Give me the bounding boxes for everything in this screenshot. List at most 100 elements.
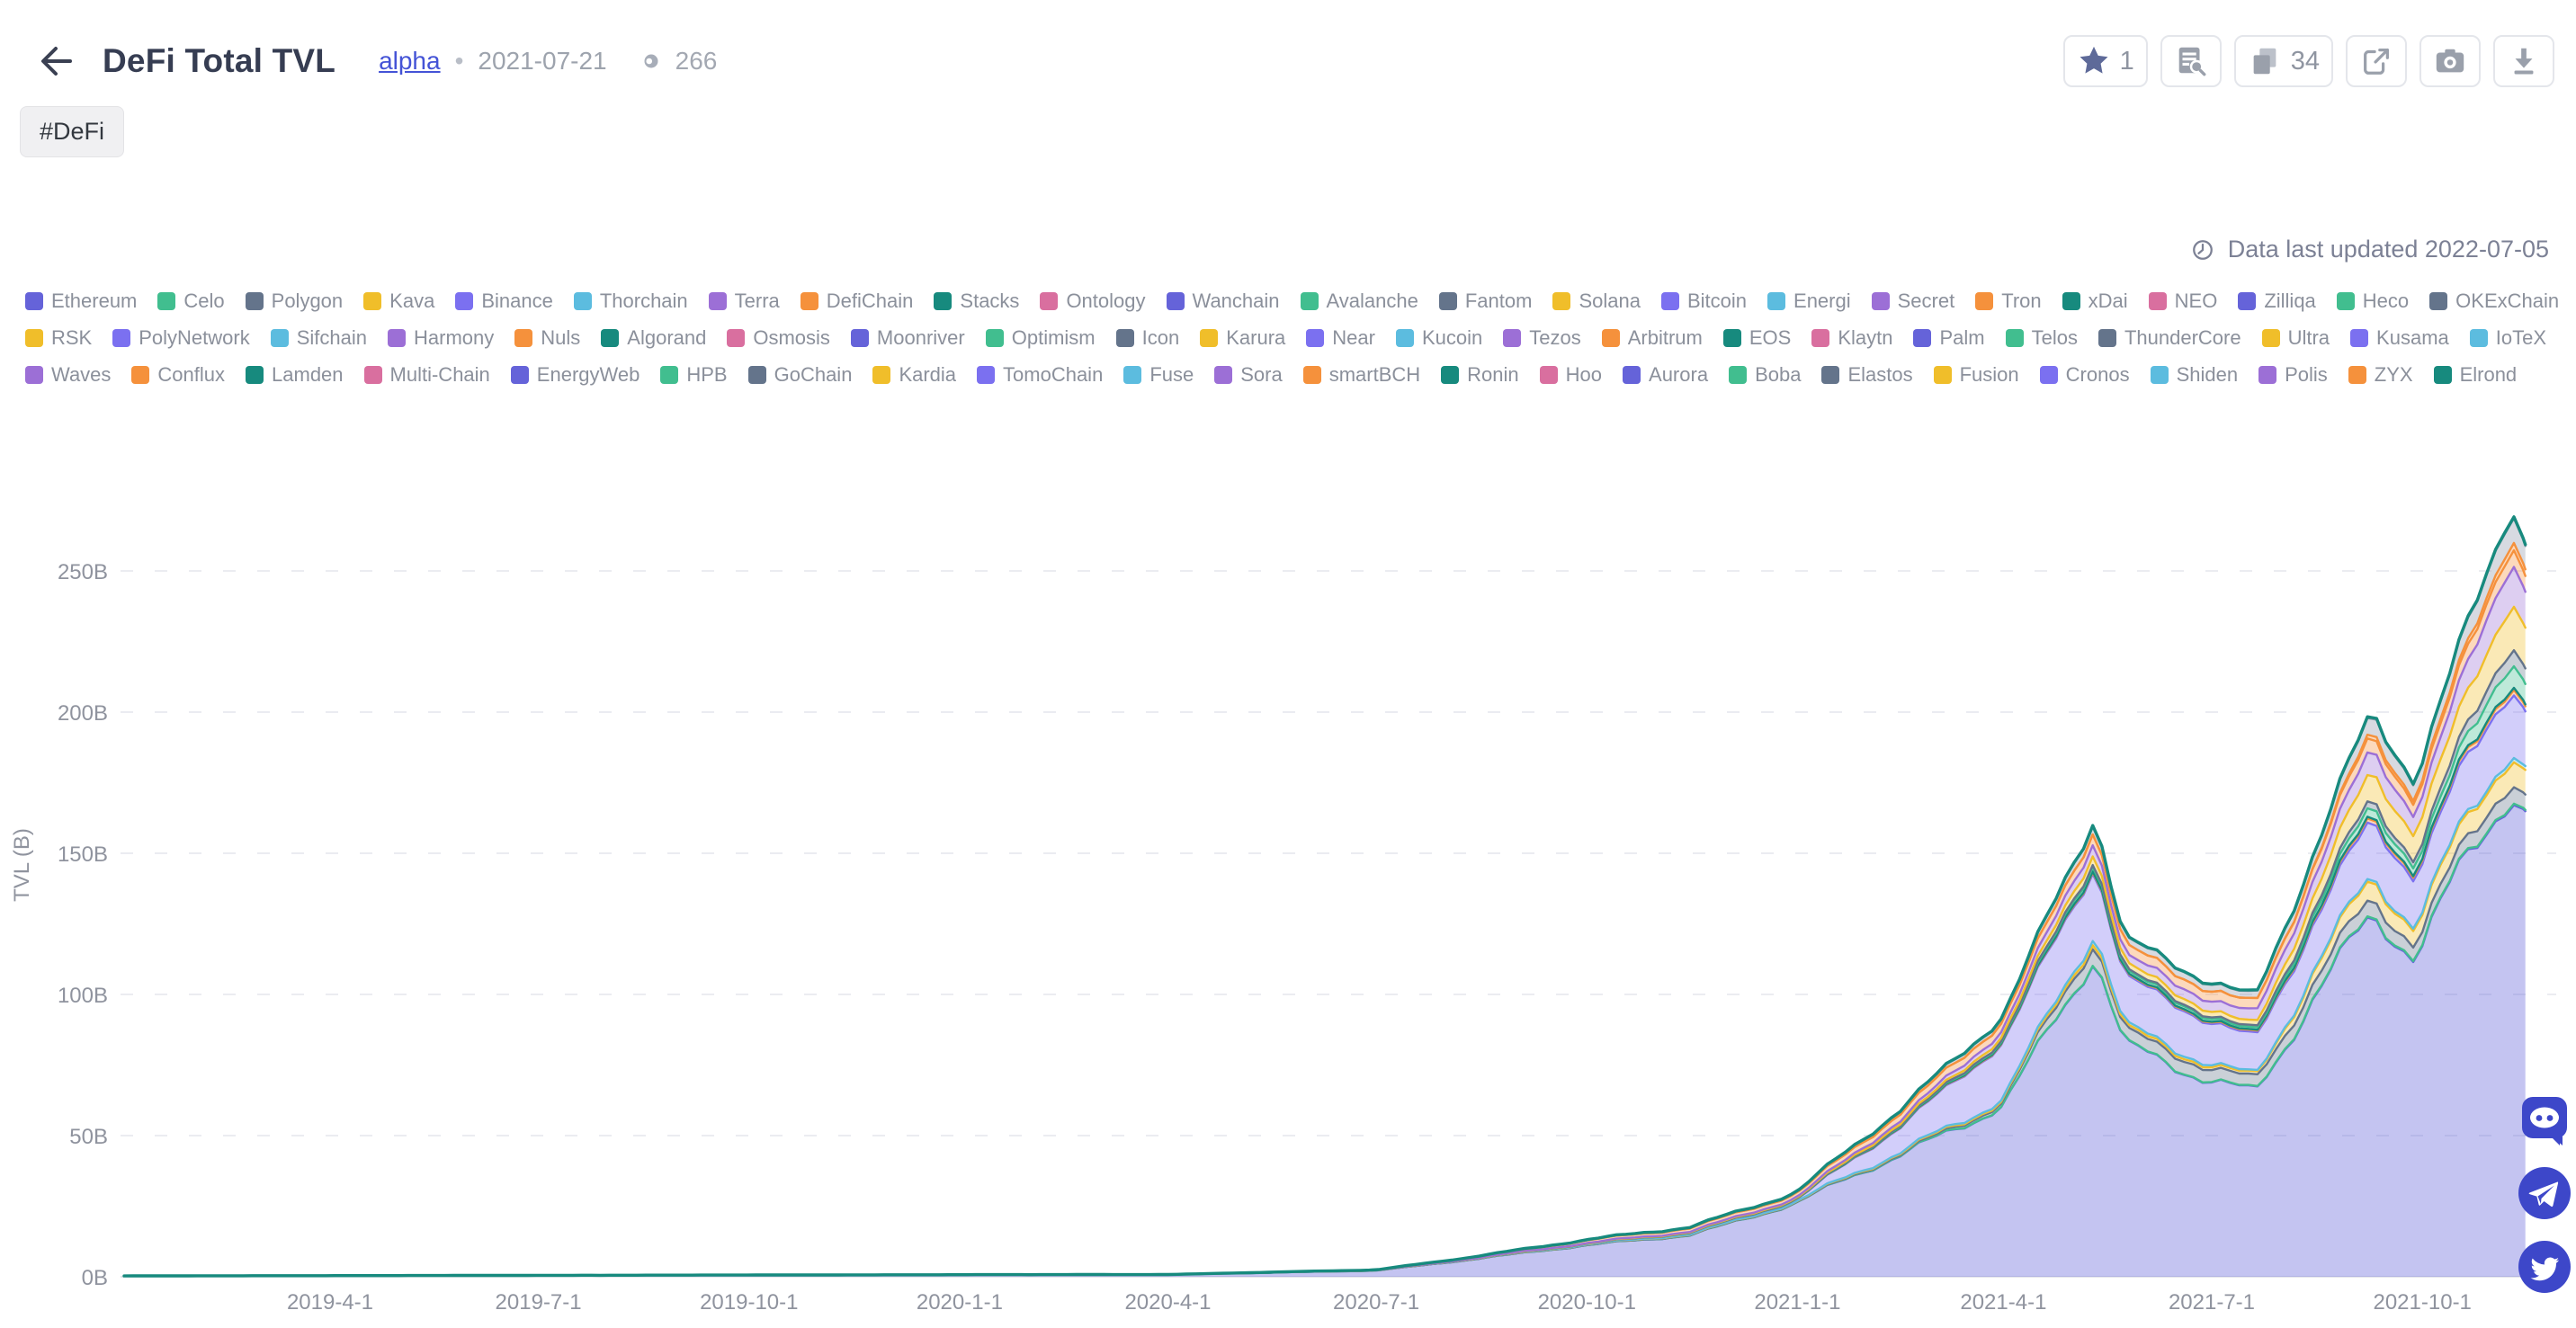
- legend-item-iotex[interactable]: IoTeX: [2469, 326, 2546, 350]
- legend-item-energyweb[interactable]: EnergyWeb: [510, 363, 640, 387]
- screenshot-button[interactable]: [2419, 35, 2481, 87]
- legend-swatch: [601, 329, 620, 347]
- legend-item-celo[interactable]: Celo: [157, 290, 225, 313]
- legend-item-kucoin[interactable]: Kucoin: [1395, 326, 1483, 350]
- legend-item-hoo[interactable]: Hoo: [1539, 363, 1602, 387]
- legend-item-hpb[interactable]: HPB: [660, 363, 728, 387]
- legend-item-ontology[interactable]: Ontology: [1040, 290, 1146, 313]
- legend-item-okexchain[interactable]: OKExChain: [2429, 290, 2559, 313]
- legend-swatch: [708, 292, 727, 310]
- legend-item-tezos[interactable]: Tezos: [1503, 326, 1581, 350]
- legend-item-fuse[interactable]: Fuse: [1123, 363, 1194, 387]
- legend-item-tron[interactable]: Tron: [1975, 290, 2042, 313]
- legend-swatch: [1300, 292, 1319, 310]
- legend-item-fantom[interactable]: Fantom: [1438, 290, 1532, 313]
- legend-item-ethereum[interactable]: Ethereum: [25, 290, 137, 313]
- legend-item-smartbch[interactable]: smartBCH: [1302, 363, 1420, 387]
- legend-item-algorand[interactable]: Algorand: [601, 326, 706, 350]
- query-report-button[interactable]: [2160, 35, 2222, 87]
- tag-defi[interactable]: #DeFi: [20, 106, 125, 157]
- legend-swatch: [2433, 366, 2452, 384]
- legend-swatch: [246, 366, 264, 384]
- legend-item-neo[interactable]: NEO: [2148, 290, 2217, 313]
- legend-label: Kucoin: [1421, 326, 1483, 349]
- legend-swatch: [934, 292, 953, 310]
- legend-item-karura[interactable]: Karura: [1200, 326, 1285, 350]
- legend-item-heco[interactable]: Heco: [2336, 290, 2409, 313]
- discord-button[interactable]: [2518, 1093, 2571, 1145]
- download-button[interactable]: [2493, 35, 2554, 87]
- legend-item-defichain[interactable]: DefiChain: [800, 290, 913, 313]
- legend-item-telos[interactable]: Telos: [2005, 326, 2078, 350]
- legend-item-energi[interactable]: Energi: [1767, 290, 1851, 313]
- legend-label: Zilliqa: [2264, 290, 2316, 312]
- legend-item-binance[interactable]: Binance: [455, 290, 553, 313]
- legend-label: Sora: [1240, 363, 1283, 386]
- legend-item-tomochain[interactable]: TomoChain: [977, 363, 1103, 387]
- legend-item-thundercore[interactable]: ThunderCore: [2097, 326, 2241, 350]
- legend-item-nuls[interactable]: Nuls: [514, 326, 580, 350]
- legend-item-elrond[interactable]: Elrond: [2433, 363, 2517, 387]
- tvl-stacked-area-chart[interactable]: 0B 50B 100B 150B 200B 250B 2019-4-1 2019-7-1 201…: [0, 442, 2576, 1324]
- back-button[interactable]: [36, 40, 77, 82]
- telegram-button[interactable]: [2518, 1167, 2571, 1219]
- legend-item-gochain[interactable]: GoChain: [747, 363, 852, 387]
- legend-label: RSK: [51, 326, 93, 349]
- legend-item-sora[interactable]: Sora: [1214, 363, 1283, 387]
- legend-item-polynetwork[interactable]: PolyNetwork: [112, 326, 250, 350]
- header-actions: 1 34: [2062, 35, 2554, 87]
- legend-item-optimism[interactable]: Optimism: [985, 326, 1096, 350]
- legend-item-stacks[interactable]: Stacks: [934, 290, 1019, 313]
- legend-item-zyx[interactable]: ZYX: [2348, 363, 2413, 387]
- legend-swatch: [2238, 292, 2257, 310]
- legend-item-thorchain[interactable]: Thorchain: [573, 290, 688, 313]
- legend-item-osmosis[interactable]: Osmosis: [727, 326, 830, 350]
- legend-item-arbitrum[interactable]: Arbitrum: [1601, 326, 1703, 350]
- star-button[interactable]: 1: [2062, 35, 2148, 87]
- legend-item-kusama[interactable]: Kusama: [2350, 326, 2449, 350]
- legend-item-shiden[interactable]: Shiden: [2150, 363, 2238, 387]
- share-button[interactable]: [2346, 35, 2407, 87]
- legend-item-sifchain[interactable]: Sifchain: [270, 326, 367, 350]
- legend-item-avalanche[interactable]: Avalanche: [1300, 290, 1418, 313]
- legend-item-eos[interactable]: EOS: [1722, 326, 1791, 350]
- legend-item-rsk[interactable]: RSK: [25, 326, 92, 350]
- legend-item-multi-chain[interactable]: Multi-Chain: [363, 363, 490, 387]
- legend-swatch: [1975, 292, 1994, 310]
- legend-item-bitcoin[interactable]: Bitcoin: [1660, 290, 1747, 313]
- legend-item-ultra[interactable]: Ultra: [2261, 326, 2330, 350]
- chart-legend: Ethereum Celo Polygon Kava Binance Thorchain T…: [25, 290, 2560, 387]
- legend-item-secret[interactable]: Secret: [1871, 290, 1954, 313]
- legend-swatch: [1811, 329, 1830, 347]
- legend-item-boba[interactable]: Boba: [1729, 363, 1801, 387]
- forks-button[interactable]: 34: [2233, 35, 2333, 87]
- legend-item-terra[interactable]: Terra: [708, 290, 780, 313]
- legend-item-icon[interactable]: Icon: [1115, 326, 1179, 350]
- legend-item-kava[interactable]: Kava: [363, 290, 434, 313]
- legend-swatch: [2258, 366, 2277, 384]
- legend-item-conflux[interactable]: Conflux: [131, 363, 225, 387]
- legend-item-zilliqa[interactable]: Zilliqa: [2238, 290, 2316, 313]
- legend-item-harmony[interactable]: Harmony: [388, 326, 494, 350]
- y-tick-250B: 250B: [58, 560, 108, 584]
- legend-item-ronin[interactable]: Ronin: [1441, 363, 1519, 387]
- legend-item-elastos[interactable]: Elastos: [1821, 363, 1913, 387]
- author-link[interactable]: alpha: [379, 47, 441, 75]
- legend-item-xdai[interactable]: xDai: [2062, 290, 2128, 313]
- legend-item-near[interactable]: Near: [1306, 326, 1375, 350]
- legend-item-cronos[interactable]: Cronos: [2039, 363, 2130, 387]
- legend-item-fusion[interactable]: Fusion: [1933, 363, 2019, 387]
- legend-item-polygon[interactable]: Polygon: [245, 290, 343, 313]
- legend-item-waves[interactable]: Waves: [25, 363, 111, 387]
- legend-item-wanchain[interactable]: Wanchain: [1166, 290, 1280, 313]
- legend-item-polis[interactable]: Polis: [2258, 363, 2328, 387]
- legend-item-lamden[interactable]: Lamden: [246, 363, 344, 387]
- legend-item-aurora[interactable]: Aurora: [1623, 363, 1708, 387]
- legend-item-kardia[interactable]: Kardia: [872, 363, 956, 387]
- legend-item-moonriver[interactable]: Moonriver: [850, 326, 965, 350]
- legend-item-palm[interactable]: Palm: [1913, 326, 1985, 350]
- legend-item-solana[interactable]: Solana: [1552, 290, 1641, 313]
- legend-label: Wanchain: [1192, 290, 1280, 312]
- twitter-button[interactable]: [2518, 1241, 2571, 1293]
- legend-item-klaytn[interactable]: Klaytn: [1811, 326, 1892, 350]
